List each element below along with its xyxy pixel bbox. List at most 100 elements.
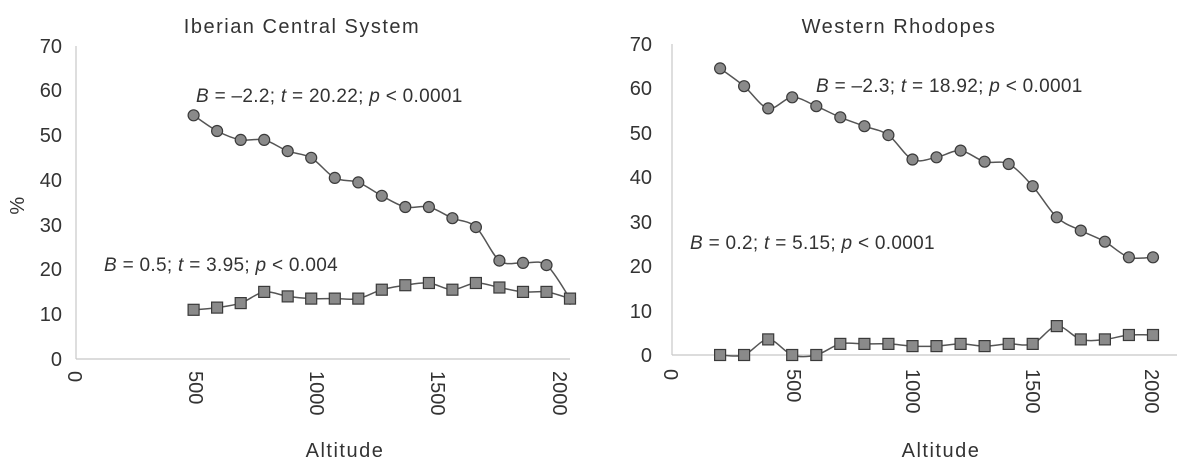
data-point-circle — [882, 129, 895, 142]
data-point-circle — [305, 151, 318, 164]
data-point-square — [834, 337, 847, 350]
data-point-square — [1026, 337, 1039, 350]
data-point-circle — [234, 133, 247, 146]
data-point-circle — [516, 256, 530, 269]
data-point-square — [493, 281, 506, 294]
data-point-circle — [281, 145, 294, 158]
data-point-square — [399, 279, 412, 292]
data-point-circle — [810, 100, 823, 113]
data-point-circle — [211, 124, 224, 138]
data-point-square — [422, 276, 435, 290]
data-point-square — [737, 348, 751, 362]
stat-annotation-circle-series: B = –2.2; t = 20.22; p < 0.0001 — [196, 86, 463, 107]
x-tick-labels: 0 500 1000 1500 2000 — [659, 369, 1162, 414]
x-axis-label: Altitude — [902, 440, 981, 462]
y-tick-label: 20 — [630, 256, 652, 278]
data-point-circle — [834, 111, 847, 124]
data-point-circle — [786, 91, 799, 104]
x-tick-label: 1500 — [1021, 369, 1043, 414]
data-point-circle — [1098, 235, 1112, 248]
data-point-square — [281, 290, 294, 303]
data-point-square — [786, 348, 799, 362]
data-point-circle — [422, 200, 435, 214]
stat-b-value: = 0.2; — [703, 233, 764, 254]
y-tick-label: 10 — [40, 304, 62, 326]
y-tick-label: 30 — [40, 215, 62, 237]
y-tick-label: 10 — [630, 301, 652, 323]
stat-t-value: = 3.95; — [184, 255, 256, 276]
data-point-square — [516, 285, 530, 298]
series-circle — [713, 62, 1160, 264]
y-tick-labels: 0 10 20 30 40 50 60 70 — [630, 34, 652, 367]
stat-p-value: < 0.004 — [266, 255, 338, 276]
data-point-square — [1098, 333, 1112, 346]
data-point-circle — [1002, 157, 1015, 171]
stat-b-value: = –2.3; — [829, 76, 901, 97]
data-point-square — [930, 340, 943, 353]
stat-annotation-square-series: B = 0.2; t = 5.15; p < 0.0001 — [690, 233, 935, 254]
data-point-square — [1122, 328, 1136, 342]
data-point-circle — [469, 221, 482, 234]
data-point-circle — [954, 144, 967, 157]
data-point-circle — [399, 200, 412, 214]
panel-iberian-central-system: Iberian Central System 0 10 20 30 40 50 … — [7, 16, 577, 462]
x-axis-label: Altitude — [306, 440, 385, 462]
y-tick-label: 0 — [641, 345, 652, 367]
data-point-circle — [1026, 180, 1039, 193]
y-tick-label: 40 — [630, 167, 652, 189]
y-tick-label: 50 — [40, 125, 62, 147]
series-circle — [187, 109, 577, 305]
data-point-square — [211, 301, 224, 314]
stat-annotation-square-series: B = 0.5; t = 3.95; p < 0.004 — [104, 255, 338, 276]
data-point-circle — [375, 189, 388, 202]
stat-t-value: = 20.22; — [286, 86, 369, 107]
x-tick-label: 500 — [184, 371, 206, 404]
y-tick-label: 0 — [51, 349, 62, 371]
data-point-square — [540, 285, 553, 298]
data-point-circle — [1050, 211, 1063, 224]
data-point-square — [978, 340, 991, 353]
data-point-circle — [978, 155, 991, 168]
data-point-circle — [858, 120, 871, 133]
series-square — [713, 320, 1160, 362]
data-point-square — [352, 292, 365, 305]
y-tick-label: 70 — [630, 34, 652, 56]
stat-annotation-circle-series: B = –2.3; t = 18.92; p < 0.0001 — [816, 76, 1083, 97]
data-point-circle — [493, 254, 506, 267]
data-point-square — [328, 292, 341, 305]
series-square — [187, 276, 577, 316]
x-tick-label: 1500 — [426, 371, 448, 416]
y-tick-label: 30 — [630, 212, 652, 234]
data-point-square — [187, 303, 200, 316]
data-point-circle — [540, 259, 553, 272]
data-point-circle — [1122, 251, 1136, 264]
stat-t-value: = 18.92; — [906, 76, 989, 97]
data-point-square — [858, 337, 871, 350]
data-point-circle — [906, 153, 919, 166]
data-point-circle — [352, 176, 365, 189]
stat-b-value: = –2.2; — [209, 86, 281, 107]
stat-t-value: = 5.15; — [770, 233, 842, 254]
stat-p-value: < 0.0001 — [852, 233, 934, 254]
data-point-square — [234, 297, 247, 310]
data-point-circle — [930, 151, 943, 164]
data-point-square — [762, 333, 775, 346]
stat-b-value: = 0.5; — [117, 255, 178, 276]
data-point-square — [1074, 333, 1087, 346]
x-tick-labels: 0 500 1000 1500 2000 — [63, 371, 570, 416]
data-point-square — [954, 337, 967, 350]
data-point-square — [906, 340, 919, 353]
data-point-square — [713, 348, 727, 362]
data-point-circle — [1074, 224, 1087, 237]
panel-western-rhodopes: Western Rhodopes 0 10 20 30 40 50 60 70 … — [630, 16, 1177, 462]
stat-p-value: < 0.0001 — [1000, 76, 1082, 97]
y-axis-label: % — [7, 195, 29, 214]
stat-b: B — [816, 76, 829, 97]
x-tick-label: 2000 — [1140, 369, 1162, 414]
data-point-circle — [762, 102, 775, 115]
data-point-square — [563, 292, 577, 305]
x-tick-label: 0 — [63, 371, 85, 382]
data-point-circle — [713, 62, 727, 75]
data-point-circle — [187, 109, 200, 122]
